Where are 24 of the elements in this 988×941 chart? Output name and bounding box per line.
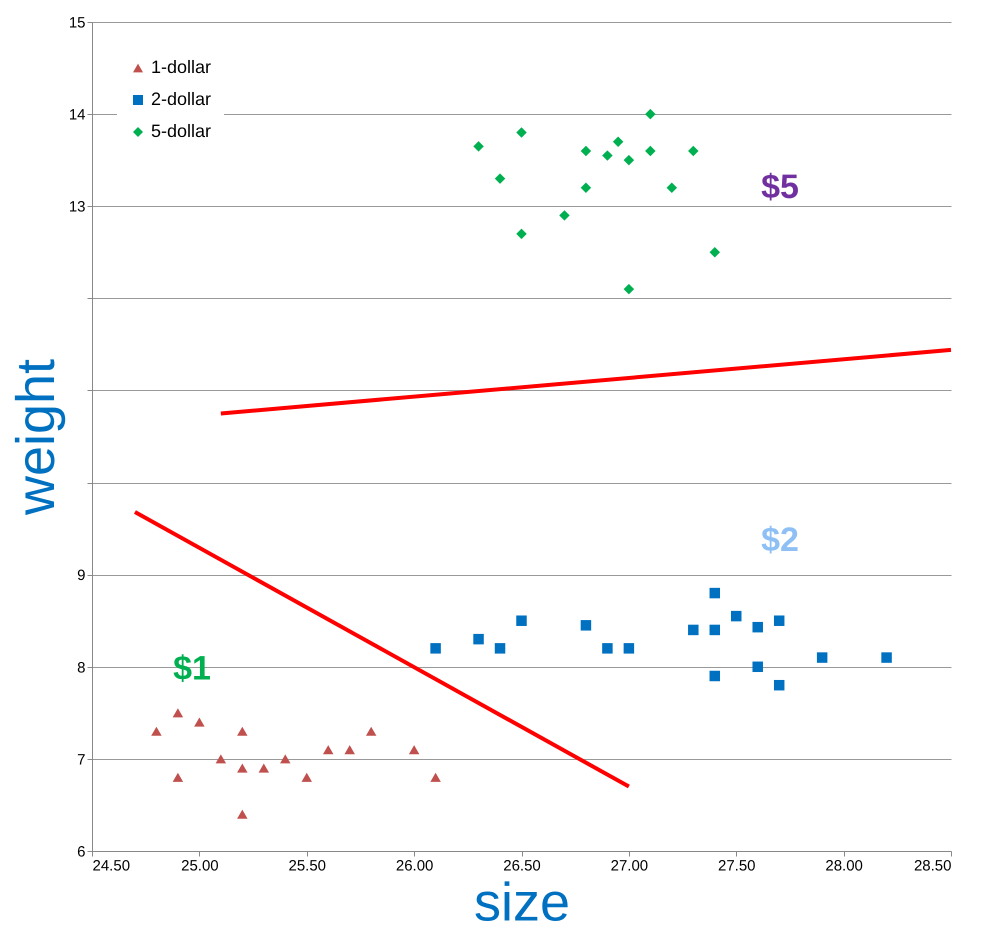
x-tick-label: 27.50 [718,858,756,874]
x-tick-label: 28.00 [825,858,863,874]
legend-label: 2-dollar [151,89,212,109]
x-tick-label: 24.50 [92,858,130,874]
x-axis-title: size [474,872,570,932]
y-tick-label: 7 [77,751,86,768]
y-axis-title: weight [6,358,66,516]
x-tick-label: 27.00 [610,858,648,874]
y-tick-label: 14 [68,106,86,124]
y-tick-label: 9 [77,567,86,584]
x-tick-label: 25.50 [288,858,326,874]
y-tick-label: 6 [77,844,86,860]
x-tick-label: 28.50 [914,858,952,874]
x-tick-label: 25.00 [181,858,219,874]
y-tick-label: 15 [68,14,86,32]
x-tick-label: 26.50 [503,858,541,874]
legend-label: 1-dollar [151,57,212,77]
annotation: $1 [173,649,211,688]
annotation: $2 [761,520,799,559]
legend-label: 5-dollar [151,121,212,141]
y-tick-label: 8 [77,659,86,676]
x-tick-label: 26.00 [396,858,434,874]
y-tick-label: 13 [68,198,86,216]
annotation: $5 [761,168,799,206]
